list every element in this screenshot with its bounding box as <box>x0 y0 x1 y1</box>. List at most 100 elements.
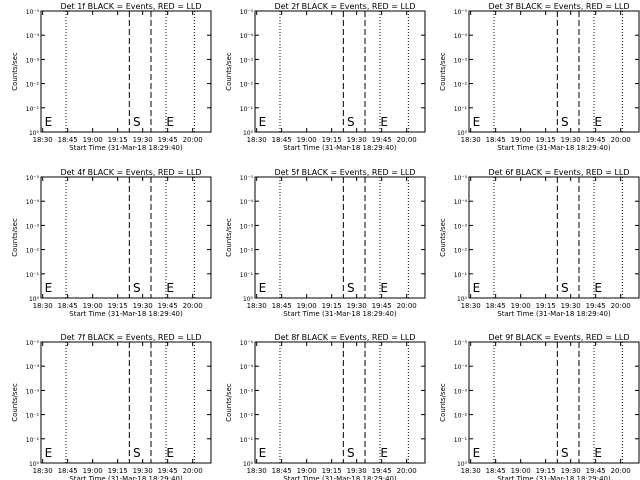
x-tick-label: 19:45 <box>158 136 178 144</box>
x-tick-label: 18:45 <box>486 302 506 310</box>
y-tick-label: 10⁻³ <box>454 57 468 64</box>
x-tick-label: 20:00 <box>183 467 203 475</box>
x-tick-label: 20:00 <box>397 467 417 475</box>
x-tick-label: 18:45 <box>272 467 292 475</box>
x-tick-label: 19:30 <box>561 302 581 310</box>
marker-e: E <box>166 115 174 129</box>
marker-e: E <box>594 446 602 460</box>
x-tick-label: 18:30 <box>247 467 267 475</box>
y-tick-label: 10⁻² <box>454 413 468 420</box>
x-tick-label: 19:30 <box>347 136 367 144</box>
x-tick-label: 19:30 <box>347 467 367 475</box>
y-tick-label: 10⁻⁴ <box>240 364 254 371</box>
marker-e: E <box>166 281 174 295</box>
x-tick-label: 19:00 <box>511 467 531 475</box>
panel-title: Det 2f BLACK = Events, RED = LLD <box>274 2 415 11</box>
y-tick-label: 10⁰ <box>457 296 468 303</box>
marker-s: S <box>133 281 141 295</box>
plot-frame <box>254 10 426 133</box>
plot-frame <box>468 10 640 133</box>
y-tick-label: 10⁻⁵ <box>240 175 254 182</box>
detector-panel-9: Det 9f BLACK = Events, RED = LLD 10⁰ 10⁻¹ 1… <box>439 333 640 480</box>
marker-e: E <box>45 115 53 129</box>
x-tick-label: 19:15 <box>108 136 128 144</box>
x-tick-label: 19:30 <box>561 467 581 475</box>
panel-title: Det 7f BLACK = Events, RED = LLD <box>60 333 201 342</box>
y-tick-label: 10⁻² <box>240 413 254 420</box>
marker-e: E <box>166 446 174 460</box>
x-tick-label: 19:45 <box>372 467 392 475</box>
x-tick-label: 19:30 <box>133 302 153 310</box>
x-tick-label: 20:00 <box>611 302 631 310</box>
y-tick-label: 10⁻⁵ <box>454 340 468 347</box>
x-axis-label: Start Time (31-Mar-18 18:29:40) <box>497 475 611 480</box>
x-axis-label: Start Time (31-Mar-18 18:29:40) <box>69 310 183 318</box>
y-tick-label: 10⁻² <box>240 82 254 89</box>
x-tick-label: 19:00 <box>297 467 317 475</box>
x-axis-label: Start Time (31-Mar-18 18:29:40) <box>69 144 183 152</box>
y-tick-label: 10⁻⁴ <box>26 364 40 371</box>
y-tick-label: 10⁻¹ <box>240 106 254 113</box>
x-tick-label: 18:30 <box>247 136 267 144</box>
plot-frame <box>40 10 212 133</box>
y-tick-label: 10⁻⁵ <box>240 340 254 347</box>
marker-s: S <box>347 115 355 129</box>
y-tick-label: 10⁻³ <box>26 57 40 64</box>
y-tick-label: 10⁻² <box>454 82 468 89</box>
x-tick-label: 20:00 <box>611 467 631 475</box>
x-tick-label: 19:00 <box>83 302 103 310</box>
detector-panel-1: Det 1f BLACK = Events, RED = LLD 10⁰ 10⁻¹ 1… <box>11 2 212 152</box>
x-tick-label: 18:45 <box>486 136 506 144</box>
detector-panel-4: Det 4f BLACK = Events, RED = LLD 10⁰ 10⁻¹ 1… <box>11 168 212 318</box>
y-tick-label: 10⁻³ <box>26 388 40 395</box>
y-axis-label: Counts/sec <box>225 218 233 257</box>
x-tick-label: 19:45 <box>372 136 392 144</box>
detector-panel-7: Det 7f BLACK = Events, RED = LLD 10⁰ 10⁻¹ 1… <box>11 333 212 480</box>
x-tick-label: 19:00 <box>511 302 531 310</box>
x-tick-label: 19:15 <box>536 302 556 310</box>
panel-title: Det 8f BLACK = Events, RED = LLD <box>274 333 415 342</box>
panel-title: Det 5f BLACK = Events, RED = LLD <box>274 168 415 177</box>
x-tick-label: 18:30 <box>461 136 481 144</box>
x-tick-label: 18:30 <box>247 302 267 310</box>
y-tick-label: 10⁻¹ <box>454 272 468 279</box>
panel-title: Det 3f BLACK = Events, RED = LLD <box>488 2 629 11</box>
y-tick-label: 10⁰ <box>29 461 40 468</box>
x-tick-label: 19:45 <box>158 467 178 475</box>
y-tick-label: 10⁰ <box>457 461 468 468</box>
x-tick-label: 18:30 <box>33 302 53 310</box>
y-tick-label: 10⁻¹ <box>26 272 40 279</box>
y-tick-label: 10⁰ <box>243 296 254 303</box>
y-axis-label: Counts/sec <box>439 383 447 422</box>
x-tick-label: 19:00 <box>511 136 531 144</box>
x-tick-label: 19:00 <box>83 467 103 475</box>
panel-title: Det 1f BLACK = Events, RED = LLD <box>60 2 201 11</box>
x-tick-label: 19:15 <box>322 136 342 144</box>
y-tick-label: 10⁻² <box>26 82 40 89</box>
y-tick-label: 10⁻² <box>240 248 254 255</box>
x-tick-label: 19:45 <box>586 136 606 144</box>
x-axis-label: Start Time (31-Mar-18 18:29:40) <box>497 144 611 152</box>
panel-title: Det 4f BLACK = Events, RED = LLD <box>60 168 201 177</box>
marker-e: E <box>380 281 388 295</box>
plot-frame <box>468 341 640 464</box>
plot-frame <box>254 341 426 464</box>
y-axis-label: Counts/sec <box>225 383 233 422</box>
x-axis-label: Start Time (31-Mar-18 18:29:40) <box>497 310 611 318</box>
y-tick-label: 10⁻¹ <box>454 106 468 113</box>
y-tick-label: 10⁻³ <box>240 388 254 395</box>
y-tick-label: 10⁰ <box>457 130 468 137</box>
y-tick-label: 10⁻⁴ <box>240 199 254 206</box>
x-tick-label: 20:00 <box>397 302 417 310</box>
y-tick-label: 10⁻⁵ <box>240 9 254 16</box>
y-tick-label: 10⁰ <box>29 130 40 137</box>
x-tick-label: 19:00 <box>297 302 317 310</box>
y-tick-label: 10⁻⁴ <box>26 199 40 206</box>
y-tick-label: 10⁻⁴ <box>454 33 468 40</box>
y-tick-label: 10⁻⁵ <box>26 175 40 182</box>
y-tick-label: 10⁻⁴ <box>26 33 40 40</box>
x-tick-label: 19:00 <box>83 136 103 144</box>
x-tick-label: 19:15 <box>108 467 128 475</box>
marker-e: E <box>380 446 388 460</box>
x-tick-label: 18:45 <box>486 467 506 475</box>
